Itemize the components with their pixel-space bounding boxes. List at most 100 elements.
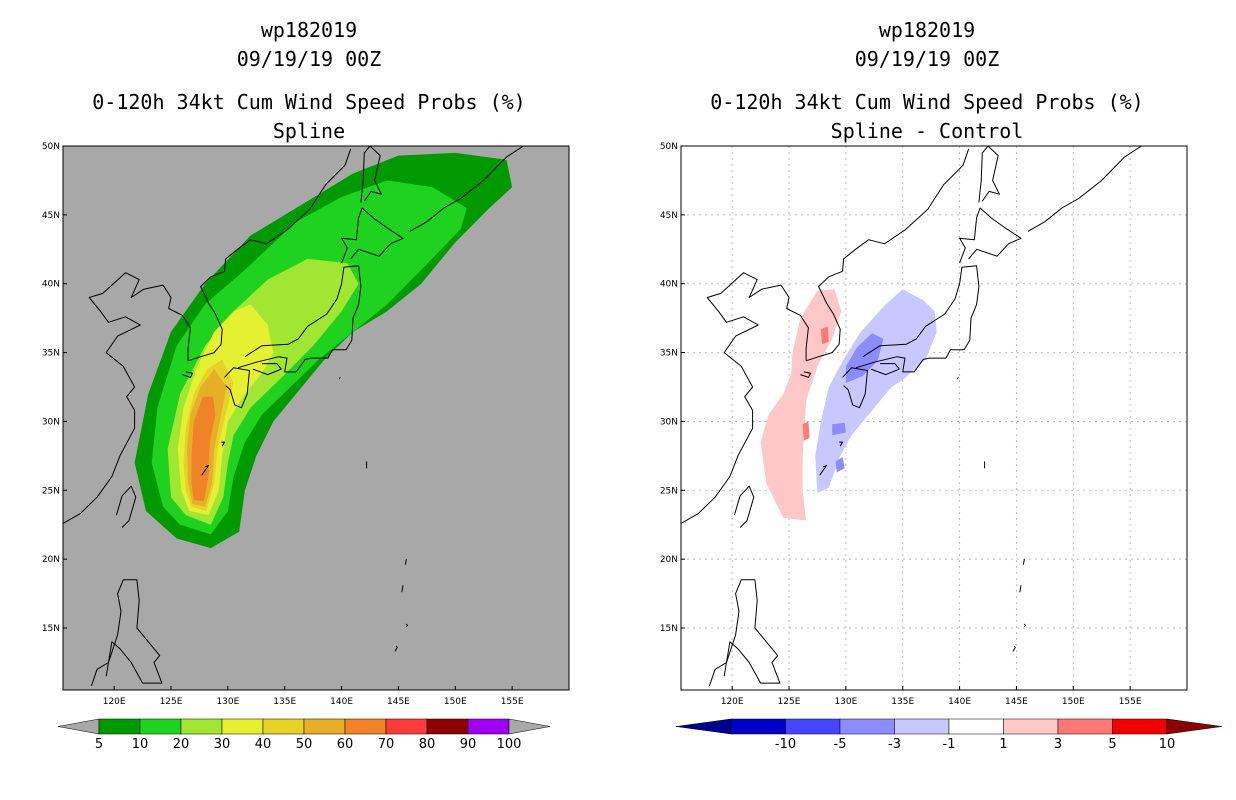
coastline <box>800 371 812 378</box>
coastline <box>201 465 209 476</box>
coastline <box>406 623 408 627</box>
colorbar-swatch <box>262 718 305 735</box>
colorbar-swatch <box>894 718 950 735</box>
coastline <box>780 250 855 362</box>
y-tick-label: 40N <box>660 280 678 290</box>
x-tick-label: 155E <box>1119 697 1142 707</box>
colorbar-swatch <box>426 718 469 735</box>
coastline <box>341 207 404 264</box>
contour-level-3 <box>832 422 846 436</box>
right-map-background <box>681 146 1187 690</box>
y-tick-label: 25N <box>660 486 678 496</box>
contour-level-3 <box>845 333 884 383</box>
left-title-line-1: wp182019 <box>261 18 357 42</box>
colorbar-label: 3 <box>1054 737 1062 752</box>
colorbar-swatch <box>221 718 264 735</box>
x-tick-label: 125E <box>778 697 801 707</box>
colorbar-swatch <box>1057 718 1113 735</box>
left-map-frame <box>62 145 570 691</box>
colorbar-swatch <box>730 718 786 735</box>
colorbar-label: 20 <box>173 737 190 752</box>
x-tick-label: 150E <box>444 697 467 707</box>
x-tick-label: 120E <box>721 697 744 707</box>
y-tick-label: 35N <box>660 349 678 359</box>
colorbar-swatch <box>344 718 387 735</box>
colorbar-label: -5 <box>834 737 847 752</box>
coastline <box>394 645 398 652</box>
x-tick-label: 125E <box>160 697 183 707</box>
coastline <box>360 146 382 203</box>
right-title-line-2: 09/19/19 00Z <box>855 47 1000 71</box>
colorbar-label: -10 <box>775 737 796 752</box>
coastline <box>404 559 407 565</box>
y-tick-label: 45N <box>42 211 60 221</box>
colorbar-label: 90 <box>460 737 477 752</box>
colorbar-label: 30 <box>214 737 231 752</box>
coastline <box>1019 585 1022 593</box>
colorbar-label: 5 <box>1108 737 1116 752</box>
colorbar-swatch <box>839 718 895 735</box>
coastline <box>978 146 1000 203</box>
x-tick-label: 145E <box>1005 697 1028 707</box>
colorbar-swatch <box>180 718 223 735</box>
colorbar-label: 50 <box>296 737 313 752</box>
colorbar-label: -1 <box>943 737 956 752</box>
coastline <box>853 148 970 252</box>
left-colorbar: 5 10 20 30 40 50 60 70 80 90 100 <box>57 718 551 752</box>
coastline <box>182 371 194 378</box>
right-title-line-4: Spline - Control <box>831 119 1024 143</box>
left-axis-labels: 120E 125E 130E 135E 140E 145E 150E 155E 15N 20N 25… <box>42 142 524 707</box>
x-tick-label: 120E <box>103 697 126 707</box>
colorbar-label: 5 <box>95 737 103 752</box>
x-tick-label: 140E <box>948 697 971 707</box>
left-title-line-3: 0-120h 34kt Cum Wind Speed Probs (%) <box>92 90 525 114</box>
x-tick-label: 135E <box>273 697 296 707</box>
contour-level-1 <box>815 289 937 494</box>
colorbar-swatch <box>1112 718 1168 735</box>
left-title-line-4: Spline <box>273 119 345 143</box>
colorbar-swatch <box>303 718 346 735</box>
x-tick-label: 150E <box>1062 697 1085 707</box>
coastline <box>162 250 237 362</box>
y-tick-label: 50N <box>660 142 678 152</box>
coastline <box>1022 559 1025 565</box>
left-probability-contours <box>134 152 513 549</box>
coastline <box>1027 146 1142 232</box>
colorbar-low-arrow <box>57 718 100 735</box>
x-tick-label: 155E <box>501 697 524 707</box>
contour-level-3 <box>835 457 845 473</box>
right-title-line-1: wp182019 <box>879 18 975 42</box>
left-map: 120E 125E 130E 135E 140E 145E 150E 155E 15N 20N 25… <box>42 142 570 707</box>
coastline <box>235 148 352 252</box>
colorbar-label: 80 <box>419 737 436 752</box>
contour-level-60 <box>191 396 216 502</box>
y-tick-label: 45N <box>660 211 678 221</box>
coastline <box>681 272 782 524</box>
coastline <box>338 377 341 380</box>
coastline <box>237 265 362 373</box>
colorbar-label: 60 <box>337 737 354 752</box>
y-tick-label: 35N <box>42 349 60 359</box>
right-axis-labels: 120E 125E 130E 135E 140E 145E 150E 155E 15N 20N 25… <box>660 142 1142 707</box>
coastline <box>90 579 163 687</box>
y-tick-label: 20N <box>42 555 60 565</box>
x-tick-label: 145E <box>387 697 410 707</box>
x-tick-label: 135E <box>891 697 914 707</box>
coastline <box>409 146 524 232</box>
colorbar-swatch <box>467 718 510 735</box>
coastline <box>842 367 868 409</box>
coastline <box>855 265 980 373</box>
colorbar-high-arrow <box>508 718 551 735</box>
colorbar-label: 100 <box>497 737 522 752</box>
coastline <box>252 363 282 376</box>
right-coastlines <box>681 146 1142 687</box>
right-map-frame <box>680 145 1188 691</box>
x-tick-label: 140E <box>330 697 353 707</box>
colorbar-swatch <box>1003 718 1059 735</box>
y-tick-label: 50N <box>42 142 60 152</box>
coastline <box>708 579 781 687</box>
x-tick-label: 130E <box>216 697 239 707</box>
y-tick-label: 40N <box>42 280 60 290</box>
colorbar-swatch <box>948 718 1004 735</box>
coastline <box>401 585 404 593</box>
